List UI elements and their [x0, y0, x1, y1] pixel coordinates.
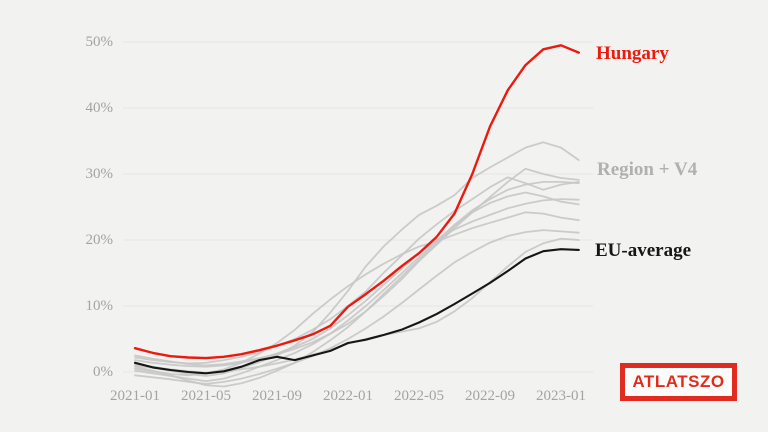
x-tick-label-2021-09: 2021-09	[252, 388, 302, 404]
y-tick-label-40: 40%	[85, 100, 114, 116]
series-line-hungary	[133, 44, 580, 360]
region-v4-line-label: Region + V4	[597, 159, 698, 180]
x-tick-label-2023-01: 2023-01	[536, 388, 586, 404]
y-tick-label-20: 20%	[85, 232, 114, 248]
atlatszo-logo-text: ATLATSZO	[632, 372, 725, 391]
series-line-region-line-8	[134, 191, 580, 388]
x-tick-label-2022-05: 2022-05	[394, 388, 444, 404]
hungary-line-label: Hungary	[596, 43, 669, 64]
y-tick-label-50: 50%	[85, 34, 114, 50]
series-line-region-line-5	[134, 211, 580, 377]
series-line-region-line-9	[134, 176, 580, 365]
series-line-region-line-1	[134, 141, 580, 377]
series-line-region-line-3	[134, 180, 580, 383]
x-tick-label-2021-05: 2021-05	[181, 388, 231, 404]
x-tick-label-2022-09: 2022-09	[465, 388, 515, 404]
atlatszo-logo: ATLATSZO	[620, 363, 737, 401]
y-tick-label-10: 10%	[85, 298, 114, 314]
series-line-eu-average	[133, 248, 580, 375]
x-tick-label-2021-01: 2021-01	[110, 388, 160, 404]
y-tick-label-30: 30%	[85, 166, 114, 182]
series-line-region-line-2	[134, 167, 580, 367]
series-line-region-line-4	[134, 198, 580, 368]
eu-average-line-label: EU-average	[595, 240, 692, 261]
y-tick-label-0: 0%	[93, 364, 113, 380]
series-line-region-line-6	[134, 229, 580, 385]
x-tick-label-2022-01: 2022-01	[323, 388, 373, 404]
